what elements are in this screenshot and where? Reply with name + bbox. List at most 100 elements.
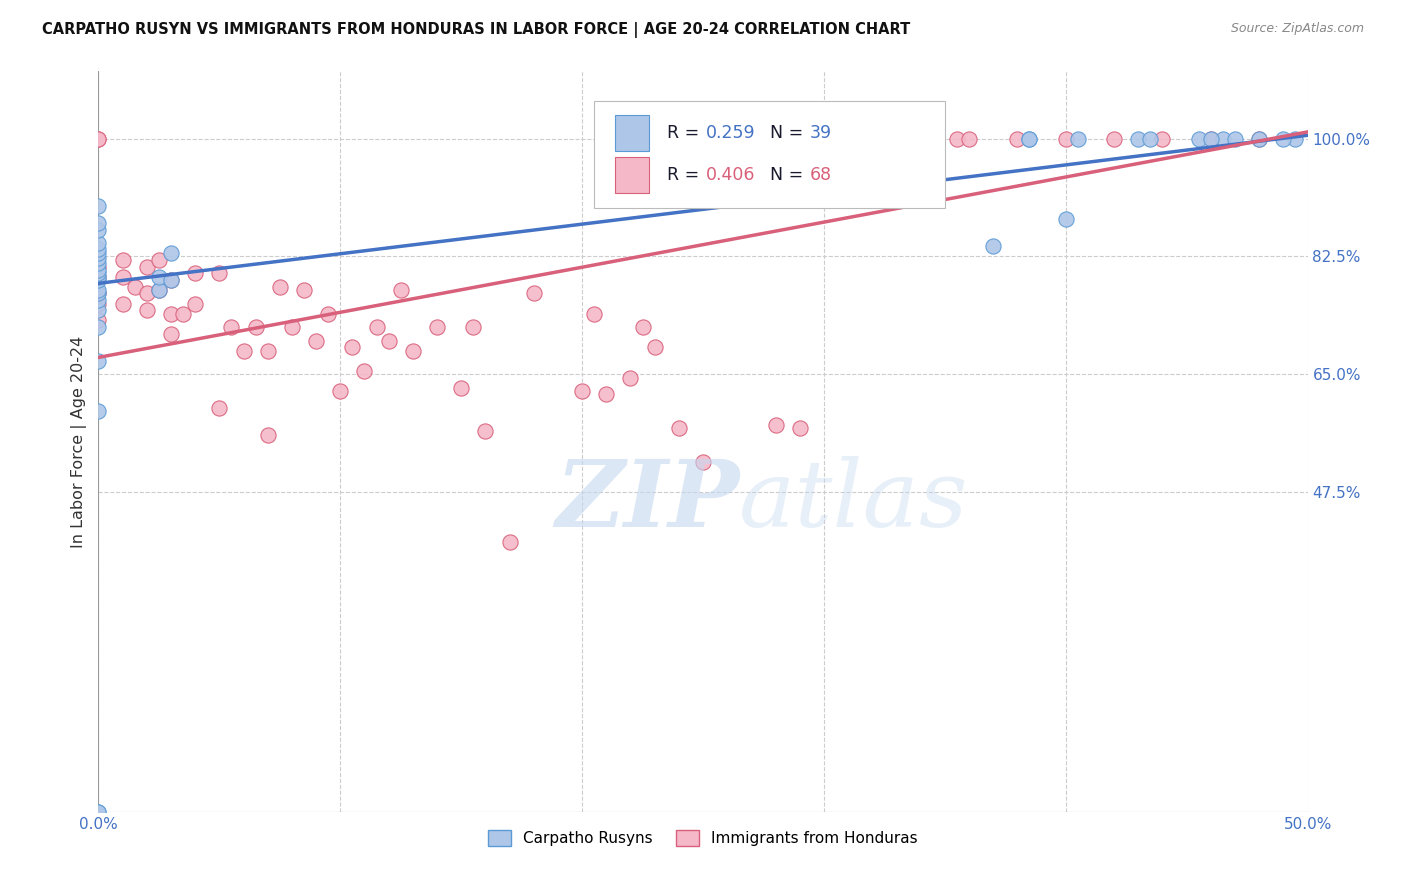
Point (87, 273, 110, 287)
Text: 0.406: 0.406 (706, 166, 755, 184)
Point (160, 273, 183, 287)
Point (668, 421, 690, 435)
Point (1152, 131, 1174, 145)
Point (1018, 131, 1040, 145)
Point (87, 199, 110, 213)
Point (148, 283, 170, 297)
Point (1199, 131, 1222, 145)
Point (946, 131, 969, 145)
Text: N =: N = (769, 124, 808, 142)
Point (160, 273, 183, 287)
Point (256, 343, 278, 358)
Point (148, 283, 170, 297)
Point (1249, 131, 1271, 145)
Point (232, 343, 254, 358)
Point (87, 286, 110, 301)
Point (87, 246, 110, 260)
Point (87, 286, 110, 301)
Point (160, 246, 183, 260)
Text: atlas: atlas (740, 456, 969, 546)
Point (87, 260, 110, 274)
Point (111, 296, 134, 310)
Point (981, 239, 1004, 253)
Point (87, 805, 110, 819)
Text: 68: 68 (810, 166, 831, 184)
Point (450, 381, 472, 395)
Point (87, 296, 110, 310)
Point (463, 320, 485, 334)
Point (619, 370, 641, 384)
Point (87, 293, 110, 308)
Text: 0.259: 0.259 (706, 124, 755, 142)
Point (148, 252, 170, 267)
Point (269, 279, 291, 293)
Text: ZIP: ZIP (555, 456, 740, 546)
Point (1249, 131, 1271, 145)
Text: CARPATHO RUSYN VS IMMIGRANTS FROM HONDURAS IN LABOR FORCE | AGE 20-24 CORRELATIO: CARPATHO RUSYN VS IMMIGRANTS FROM HONDUR… (42, 22, 911, 38)
Point (366, 320, 388, 334)
Legend: Carpatho Rusyns, Immigrants from Honduras: Carpatho Rusyns, Immigrants from Hondura… (482, 824, 924, 852)
Point (813, 131, 835, 145)
Point (184, 296, 207, 310)
Point (789, 421, 811, 435)
Point (87, 283, 110, 297)
Point (87, 805, 110, 819)
Point (765, 417, 787, 432)
Point (353, 364, 375, 378)
Point (1007, 131, 1029, 145)
FancyBboxPatch shape (595, 101, 945, 209)
Point (160, 307, 183, 321)
Point (523, 286, 546, 301)
Point (1018, 131, 1040, 145)
Point (124, 279, 146, 293)
Text: N =: N = (769, 166, 808, 184)
Point (160, 326, 183, 341)
Point (329, 384, 352, 398)
Point (631, 320, 654, 334)
Point (583, 307, 606, 321)
Point (498, 535, 520, 549)
Point (873, 131, 896, 145)
Point (595, 387, 617, 401)
Point (87, 269, 110, 284)
Point (1139, 131, 1161, 145)
Point (87, 353, 110, 368)
Point (87, 131, 110, 145)
Point (87, 252, 110, 266)
Point (87, 404, 110, 418)
Point (87, 256, 110, 270)
Point (1054, 212, 1077, 227)
Point (377, 334, 399, 348)
Y-axis label: In Labor Force | Age 20-24: In Labor Force | Age 20-24 (72, 335, 87, 548)
Point (1284, 131, 1306, 145)
Point (184, 266, 207, 280)
Point (172, 307, 194, 321)
Point (1102, 131, 1125, 145)
Point (135, 303, 157, 318)
Point (957, 131, 980, 145)
Point (886, 131, 908, 145)
Point (402, 343, 425, 358)
Text: Source: ZipAtlas.com: Source: ZipAtlas.com (1230, 22, 1364, 36)
Point (87, 235, 110, 250)
Point (87, 216, 110, 230)
Point (87, 222, 110, 236)
Point (256, 427, 278, 442)
Point (292, 283, 315, 297)
Point (245, 320, 267, 334)
Point (87, 320, 110, 334)
Point (87, 313, 110, 327)
Text: R =: R = (666, 166, 704, 184)
Point (1223, 131, 1246, 145)
Point (316, 307, 339, 321)
Bar (614, 157, 648, 193)
Point (208, 266, 231, 280)
Point (148, 269, 170, 284)
Point (281, 320, 304, 334)
Point (87, 266, 110, 280)
Point (389, 283, 412, 297)
Point (87, 131, 110, 145)
Point (692, 455, 714, 469)
Text: R =: R = (666, 124, 704, 142)
Point (208, 401, 231, 415)
